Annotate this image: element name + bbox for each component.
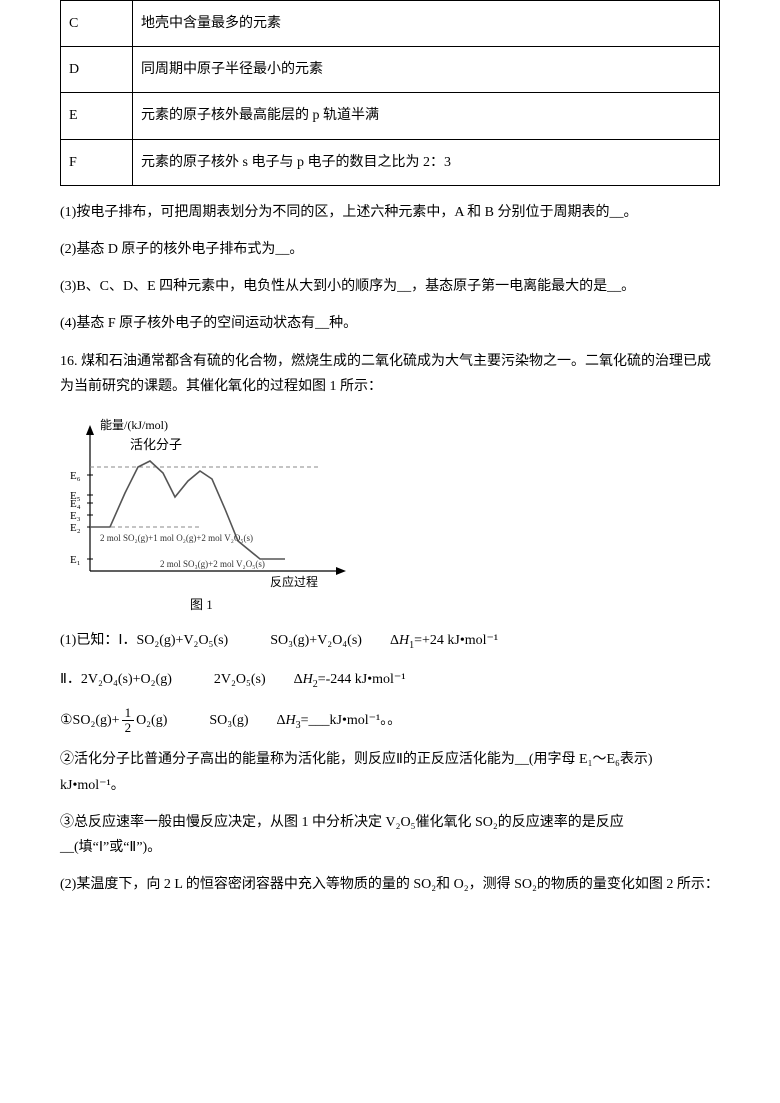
table-row: C 地壳中含量最多的元素 — [61, 1, 720, 47]
p1-line2: Ⅱ．2V₂O₄(s)+O₂(g) 2V₂O₅(s) ΔH2=-244 kJ•mo… — [60, 667, 720, 694]
frac-num: 1 — [122, 706, 135, 721]
p1-intro-text: (1)已知：Ⅰ．SO₂(g)+V₂O₅(s) SO₃(g)+V₂O₄(s) Δ — [60, 633, 399, 648]
p1-eq: ①SO₂(g)+12O₂(g) SO₃(g) ΔH3=___kJ•mol⁻¹。。 — [60, 706, 720, 736]
chart-caption: 图 1 — [190, 593, 720, 616]
p1-note2: ②活化分子比普通分子高出的能量称为活化能，则反应Ⅱ的正反应活化能为__(用字母 … — [60, 747, 720, 797]
table-row: E 元素的原子核外最高能层的 p 轨道半满 — [61, 93, 720, 139]
table-row: F 元素的原子核外 s 电子与 p 电子的数目之比为 2：3 — [61, 139, 720, 185]
cell-label: C — [61, 1, 133, 47]
question-4: (4)基态 F 原子核外电子的空间运动状态有__种。 — [60, 311, 720, 336]
frac-den: 2 — [122, 721, 135, 735]
activated-label: 活化分子 — [130, 437, 182, 452]
reactant-text: 2 mol SO₂(g)+1 mol O₂(g)+2 mol V₂O₅(s) — [100, 533, 253, 543]
energy-chart-svg: 能量/(kJ/mol) 活化分子 E₆ E₅ E₄ E₃ E₂ E₁ 2 mol… — [60, 411, 360, 591]
p1-eq-a: ①SO₂(g)+ — [60, 713, 120, 728]
y-label: 能量/(kJ/mol) — [100, 418, 168, 432]
x-label: 反应过程 — [270, 574, 318, 589]
e2-label: E₂ — [70, 522, 81, 534]
p1-l2a: Ⅱ．2V₂O₄(s)+O₂(g) 2V₂O₅(s) Δ — [60, 672, 303, 687]
cell-label: E — [61, 93, 133, 139]
cell-desc: 元素的原子核外最高能层的 p 轨道半满 — [133, 93, 720, 139]
cell-desc: 元素的原子核外 s 电子与 p 电子的数目之比为 2：3 — [133, 139, 720, 185]
e3-label: E₃ — [70, 510, 81, 522]
energy-diagram: 能量/(kJ/mol) 活化分子 E₆ E₅ E₄ E₃ E₂ E₁ 2 mol… — [60, 411, 720, 616]
p1-dh1: =+24 kJ•mol⁻¹ — [414, 633, 498, 648]
element-table: C 地壳中含量最多的元素 D 同周期中原子半径最小的元素 E 元素的原子核外最高… — [60, 0, 720, 186]
question-16-intro: 16. 煤和石油通常都含有硫的化合物，燃烧生成的二氧化硫成为大气主要污染物之一。… — [60, 349, 720, 399]
question-3: (3)B、C、D、E 四种元素中，电负性从大到小的顺序为__，基态原子第一电离能… — [60, 274, 720, 299]
question-1: (1)按电子排布，可把周期表划分为不同的区，上述六种元素中，A 和 B 分别位于… — [60, 200, 720, 225]
p1-line1: (1)已知：Ⅰ．SO₂(g)+V₂O₅(s) SO₃(g)+V₂O₄(s) ΔH… — [60, 628, 720, 655]
cell-desc: 地壳中含量最多的元素 — [133, 1, 720, 47]
p1-eq-c: =___kJ•mol⁻¹。。 — [301, 713, 402, 728]
y-arrow-icon — [86, 425, 94, 435]
cell-desc: 同周期中原子半径最小的元素 — [133, 47, 720, 93]
e6-label: E₆ — [70, 470, 81, 482]
cell-label: D — [61, 47, 133, 93]
p2: (2)某温度下，向 2 L 的恒容密闭容器中充入等物质的量的 SO₂和 O₂，测… — [60, 872, 720, 897]
product-text: 2 mol SO₃(g)+2 mol V₂O₅(s) — [160, 559, 265, 569]
fraction: 12 — [122, 706, 135, 736]
e1-label: E₁ — [70, 554, 81, 566]
p1-note3: ③总反应速率一般由慢反应决定，从图 1 中分析决定 V₂O₅催化氧化 SO₂的反… — [60, 810, 720, 860]
cell-label: F — [61, 139, 133, 185]
p1-l2b: =-244 kJ•mol⁻¹ — [318, 672, 406, 687]
p1-eq-b: O₂(g) SO₃(g) Δ — [136, 713, 285, 728]
e4-label: E₄ — [70, 498, 81, 510]
question-2: (2)基态 D 原子的核外电子排布式为__。 — [60, 237, 720, 262]
energy-curve — [90, 461, 285, 559]
x-arrow-icon — [336, 567, 346, 575]
table-row: D 同周期中原子半径最小的元素 — [61, 47, 720, 93]
